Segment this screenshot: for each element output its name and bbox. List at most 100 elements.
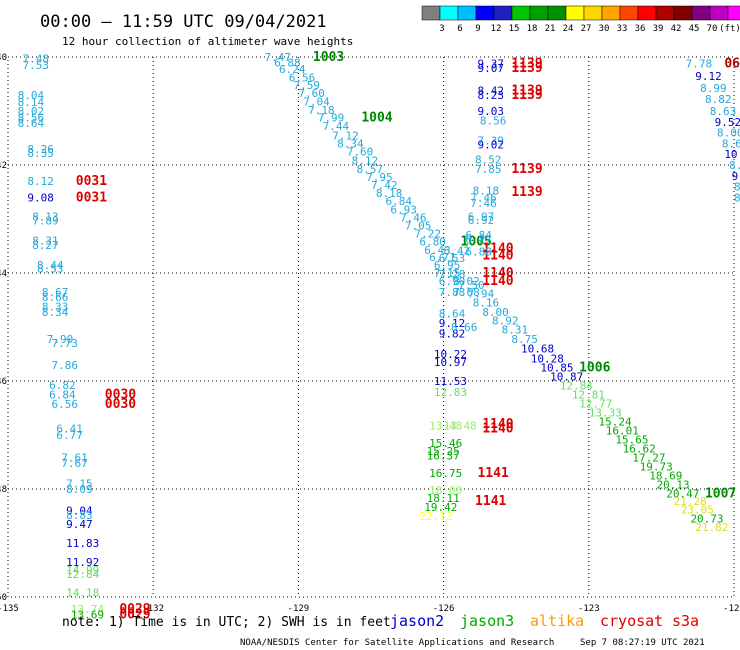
scale-label: 9 [475,24,480,34]
wave-height-label: 10.85 [540,362,573,375]
wave-height-label: 8.23 [477,89,504,102]
wave-height-label: 7.59 [294,79,321,92]
wave-height-label: 6.24 [279,63,306,76]
wave-height-label: 7.46 [470,191,497,204]
wave-height-label: 10.87 [550,371,583,384]
scale-swatch [457,5,477,21]
wave-height-label: 7.53 [23,59,50,72]
wave-height-label: 7.44 [323,120,350,133]
wave-height-label: 12.83 [434,386,467,399]
wave-height-label: 19.73 [640,460,673,473]
wave-height-label: 8.14 [18,96,45,109]
time-label: 1139 [511,162,542,177]
wave-height-label: 9.52 [715,116,740,129]
y-tick-label: 50 [0,593,7,603]
wave-height-label: 14.99 [66,564,99,577]
scale-swatch [493,5,513,21]
wave-height-label: 8.26 [27,143,54,156]
wave-height-label: 7.68 [453,286,480,299]
wave-height-label: 8 [734,191,740,204]
scale-label: 45 [689,24,700,34]
time-label: 0029 [119,607,150,622]
y-tick-label: 42 [0,161,7,171]
wave-height-label: 13.33 [589,406,622,419]
time-label: 0031 [76,190,107,205]
time-label: 1139 [511,56,542,71]
wave-height-label: 9.12 [695,70,722,83]
wave-height-label: 7.46 [470,197,497,210]
wave-height-label: 12.84 [66,568,99,581]
wave-height-label: 8.66 [451,321,478,334]
scale-label: 27 [581,24,592,34]
wave-height-label: 6.27 [465,234,492,247]
wave-height-label: 6.93 [390,203,417,216]
wave-height-label: 7.99 [318,111,345,124]
wave-height-label: 6.84 [386,195,413,208]
scale-swatch [583,5,603,21]
scale-label: 33 [617,24,628,34]
scale-swatch [439,5,459,21]
wave-height-label: 7.48 [23,53,50,66]
wave-height-label: 6.92 [468,214,495,227]
legend-s3a: s3a [672,612,699,630]
wave-height-label: 7.39 [477,135,504,148]
scale-label: 30 [599,24,610,34]
wave-height-label: 7.15 [66,478,93,491]
scale-swatch [511,5,531,21]
wave-height-label: 6.71 [429,251,456,264]
scale-label: 21 [545,24,556,34]
wave-height-label: 6.41 [56,423,83,436]
time-label: 1139 [511,61,542,76]
time-label: 1007 [705,486,736,501]
wave-height-label: 6.88 [274,56,301,69]
time-label: 1139 [511,83,542,98]
wave-height-label: 7.90 [47,333,74,346]
wave-height-label: 9.03 [477,105,504,118]
scale-swatch [637,5,657,21]
generated-timestamp: Sep 7 08:27:19 UTC 2021 [580,638,705,648]
time-label: 1141 [477,466,508,481]
wave-height-label: 15.24 [598,416,631,429]
wave-height-label: 9.82 [439,327,466,340]
scale-swatch [727,5,740,21]
wave-height-label: 8.53 [37,263,64,276]
wave-height-label: 8.09 [66,483,93,496]
wave-height-label: 7.50 [458,279,485,292]
wave-height-label: 8.92 [492,315,519,328]
wave-height-label: 7.46 [400,211,427,224]
wave-height-label: 20.13 [657,479,690,492]
wave-height-label: 10.28 [531,352,564,365]
wave-height-label: 8.31 [502,324,529,337]
wave-height-label: 15.25 [427,445,460,458]
wave-height-label: 10.22 [434,348,467,361]
wave-height-label: 6.82 [49,379,76,392]
wave-height-label: 8.67 [42,286,69,299]
plot-area: -135 -132 -129 -126 -123 -120 40 42 44 46 48 50 7.48… [0,50,740,622]
wave-height-label: 12.81 [572,389,605,402]
wave-height-label: 8.83 [66,509,93,522]
wave-height-label: 8.04 [729,159,740,172]
wave-height-label: 9.37 [477,57,504,70]
color-scale: 3 6 9 12 15 18 21 24 27 30 33 36 39 42 45 70 (ft) [421,5,740,34]
scale-label: 36 [635,24,646,34]
wave-height-label: 8.16 [473,297,500,310]
wave-height-label: 16.62 [623,443,656,456]
wave-height-label: 9.47 [66,518,93,531]
wave-height-label: 7.67 [61,457,88,470]
wave-height-label: 7.42 [371,179,398,192]
x-tick-label: -132 [142,604,164,614]
y-tick-label: 44 [0,269,7,279]
x-tick-label: -126 [433,604,455,614]
wave-height-label: 8.99 [700,82,727,95]
wave-height-label: 16.01 [606,425,639,438]
time-label: 1141 [475,494,506,509]
y-tick-label: 40 [0,53,7,63]
scale-label: 42 [671,24,682,34]
wave-height-label: 13.74 [71,603,104,616]
chart-subtitle: 12 hour collection of altimeter wave hei… [62,35,353,48]
wave-height-label: 8.13 [32,210,59,223]
scale-swatch [547,5,567,21]
wave-height-label: 11.92 [66,556,99,569]
wave-height-label: 7.89 [32,215,59,228]
